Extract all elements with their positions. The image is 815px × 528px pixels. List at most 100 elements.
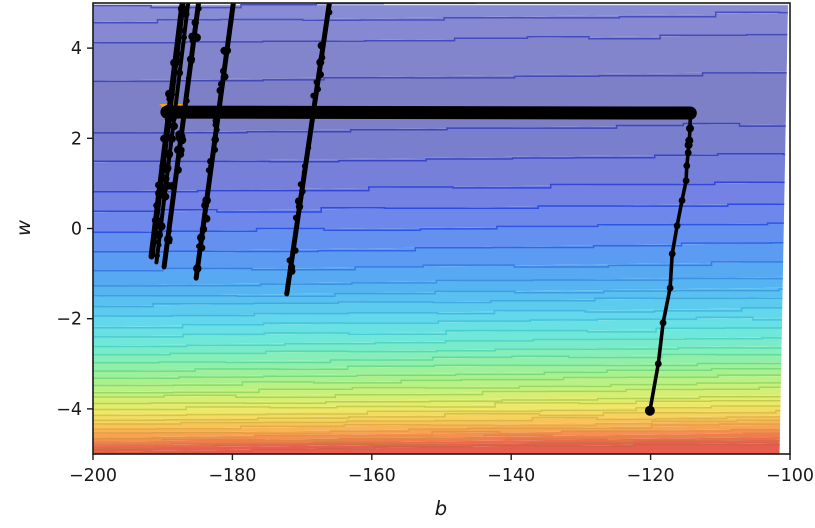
trajectory-step-dot <box>295 203 304 211</box>
trajectory-step-dot <box>162 162 171 171</box>
trajectory-step-dot <box>185 76 191 81</box>
contour-band <box>93 388 788 404</box>
trajectory-step-dot <box>157 242 162 248</box>
trajectory-step-dot <box>202 214 211 223</box>
contour-line <box>93 222 788 233</box>
contour-band <box>93 336 788 355</box>
trajectory-step-dot <box>686 111 695 120</box>
trajectory-step-dot <box>168 181 178 191</box>
trajectory-step-dot <box>212 117 220 125</box>
trajectory-step-dot <box>163 235 173 244</box>
trajectory-step-dot <box>223 46 232 55</box>
trajectory-step-dot <box>228 19 234 25</box>
trajectory-step-dot <box>199 225 208 233</box>
trajectory-step-dot <box>683 162 691 170</box>
trajectory-step-dot <box>154 230 163 240</box>
trajectory-step-dot <box>167 228 172 234</box>
trajectory-step-dot <box>211 135 219 144</box>
contour-line <box>93 419 788 430</box>
trajectory-step-dot <box>186 0 191 2</box>
trajectory-step-dot <box>161 192 170 201</box>
contour-line <box>93 416 788 425</box>
contour-band <box>93 382 788 398</box>
trajectory-step-dot <box>299 188 306 195</box>
trajectory-step-dot <box>161 174 170 183</box>
contour-line <box>93 393 788 405</box>
trajectory-step-dot <box>198 244 206 252</box>
trajectory-plateau-band <box>160 105 697 120</box>
contour-line <box>93 386 788 399</box>
contour-band <box>93 12 788 44</box>
trajectory-step-dot <box>316 70 325 79</box>
contour-band <box>93 287 788 307</box>
trajectory-step-dot <box>220 72 229 81</box>
trajectory-step-dot <box>313 79 320 85</box>
trajectory-step-dot <box>170 84 176 90</box>
trajectory-step-dot <box>196 6 202 12</box>
contour-line <box>93 306 788 317</box>
trajectory-step-dot <box>197 233 206 242</box>
contour-line <box>93 346 788 356</box>
trajectory-step-dot <box>321 36 327 42</box>
y-tick-label: 0 <box>71 220 82 240</box>
contour-band <box>93 297 788 317</box>
trajectory-step-dot <box>169 122 178 131</box>
contour-band <box>93 34 788 81</box>
y-tick-label: −2 <box>56 310 82 330</box>
contour-line <box>93 153 788 163</box>
contour-line <box>93 286 788 297</box>
trajectory-step-dot <box>686 124 694 133</box>
trajectory-step-dot <box>320 49 325 54</box>
x-axis-label: b <box>435 497 447 520</box>
trajectory-step-dot <box>174 166 182 174</box>
trajectory-step-dot <box>151 217 159 224</box>
axes: −200 −180 −160 −140 −120 −100 4 2 0 −2 −4 <box>56 2 814 486</box>
trajectory-step-dot <box>175 130 185 140</box>
trajectory-step-dot <box>286 257 293 264</box>
contour-line <box>93 432 788 443</box>
trajectory-step-dot <box>292 247 299 254</box>
contour-band <box>93 375 788 392</box>
trajectory-step-dot <box>678 197 686 204</box>
contour-line <box>93 382 788 394</box>
trajectory-step-dot <box>216 86 225 95</box>
x-tick-label: −200 <box>69 466 117 486</box>
contour-line <box>93 405 788 417</box>
contour-line <box>93 122 788 134</box>
contour-line <box>93 275 788 287</box>
trajectory-step-dot <box>297 181 304 188</box>
x-tick-label: −160 <box>348 466 396 486</box>
x-tick-label: −100 <box>766 466 814 486</box>
trajectory-step-dot <box>191 18 199 27</box>
x-tick-label: −180 <box>208 466 256 486</box>
trajectory-step-dot <box>201 201 210 210</box>
contour-line <box>93 3 788 9</box>
contour-band <box>93 261 788 286</box>
contour-line <box>93 242 788 253</box>
contour-line <box>93 11 788 24</box>
contour-band <box>93 368 788 385</box>
contour-line <box>93 181 788 193</box>
y-tick-label: −4 <box>56 400 82 420</box>
contour-line <box>93 399 788 411</box>
trajectory-step-dot <box>318 54 326 61</box>
contour-line <box>93 33 788 44</box>
contour-line <box>93 437 788 450</box>
contour-line <box>93 316 788 329</box>
trajectory-end-dot <box>644 405 655 416</box>
trajectory-step-dot <box>160 185 168 193</box>
trajectory-step-dot <box>220 67 227 75</box>
contour-band <box>93 242 788 271</box>
trajectory-step-dot <box>301 163 307 169</box>
contour-band <box>93 276 788 297</box>
trajectory-step-dot <box>317 41 326 50</box>
trajectory-step-dot <box>188 32 196 41</box>
contour-line <box>93 337 788 348</box>
trajectory-step-dot <box>180 4 186 10</box>
trajectory-step-dot <box>673 222 681 230</box>
trajectory-step-dot <box>169 91 175 98</box>
contour-line <box>93 437 788 446</box>
trajectory-step-dot <box>153 202 160 209</box>
contour-line <box>93 327 788 338</box>
